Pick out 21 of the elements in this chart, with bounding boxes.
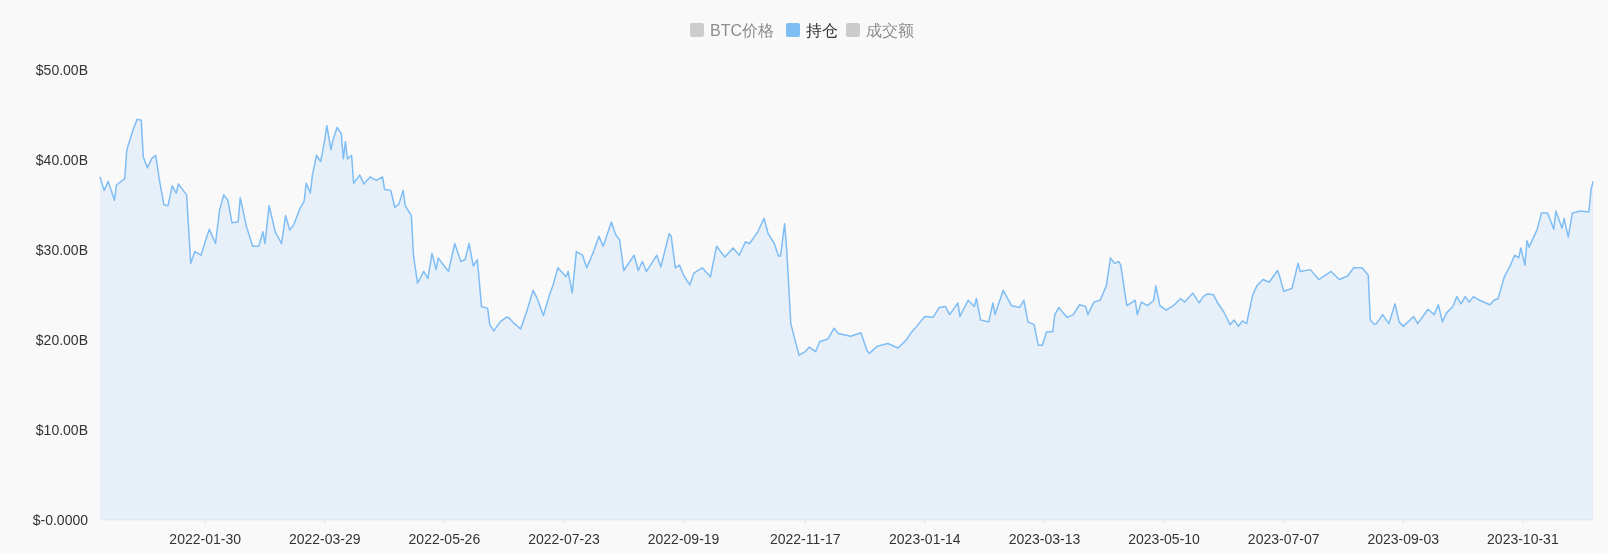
x-tick-label: 2023-09-03 — [1367, 531, 1440, 547]
y-tick-label: $50.00B — [35, 61, 88, 78]
y-tick-label: $40.00B — [35, 151, 88, 168]
legend-label: 成交额 — [866, 22, 914, 39]
x-tick-label: 2023-10-31 — [1487, 531, 1559, 547]
x-tick-label: 2023-01-14 — [889, 531, 961, 547]
x-tick-label: 2022-03-29 — [288, 531, 361, 547]
x-tick-label: 2022-09-19 — [647, 531, 720, 547]
y-tick-label: $10.00B — [35, 421, 88, 438]
legend-label: 持仓 — [806, 22, 838, 39]
y-tick-label: $20.00B — [35, 331, 88, 348]
x-tick-label: 2023-03-13 — [1008, 531, 1081, 547]
x-tick-label: 2022-05-26 — [408, 531, 481, 547]
x-tick-label: 2022-01-30 — [169, 531, 242, 547]
x-tick-label: 2022-11-17 — [769, 531, 841, 547]
y-tick-label: $-0.0000 — [32, 512, 89, 528]
legend-label: BTC价格 — [710, 22, 774, 39]
x-tick-label: 2023-07-07 — [1247, 531, 1320, 547]
y-tick-label: $30.00B — [35, 241, 88, 258]
x-tick-label: 2022-07-23 — [528, 531, 600, 547]
x-tick-label: 2023-05-10 — [1128, 531, 1201, 547]
